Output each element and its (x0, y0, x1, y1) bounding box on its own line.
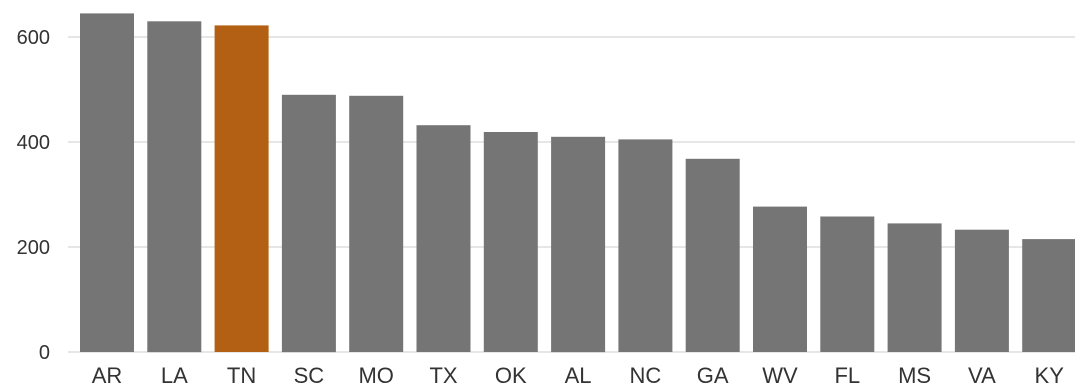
x-tick-label-mo: MO (358, 363, 393, 388)
x-tick-label-ky: KY (1035, 363, 1065, 388)
y-tick-label: 0 (39, 342, 50, 364)
bar-sc (281, 94, 336, 353)
bar-ga (685, 158, 740, 352)
bars (80, 13, 1075, 353)
bar-tn (214, 25, 269, 353)
x-tick-label-sc: SC (294, 363, 325, 388)
bar-ok (483, 132, 538, 352)
x-tick-label-va: VA (968, 363, 996, 388)
x-tick-label-ar: AR (92, 363, 123, 388)
bar-fl (820, 216, 875, 352)
x-tick-label-nc: NC (630, 363, 662, 388)
bar-wv (753, 206, 807, 352)
x-axis-tick-labels: AR LA TN SC MO TX OK AL NC GA WV FL MS VA KY (92, 363, 1064, 388)
bar-va (954, 229, 1009, 352)
y-axis-tick-labels: 0 200 400 600 (17, 27, 50, 364)
bar-ky (1022, 239, 1075, 352)
x-tick-label-tn: TN (227, 363, 256, 388)
x-tick-label-fl: FL (834, 363, 860, 388)
x-tick-label-ok: OK (495, 363, 527, 388)
bar-la (147, 21, 202, 353)
x-tick-label-la: LA (161, 363, 188, 388)
y-tick-label: 600 (17, 27, 50, 49)
x-tick-label-wv: WV (762, 363, 798, 388)
x-tick-label-ms: MS (898, 363, 931, 388)
x-tick-label-tx: TX (429, 363, 457, 388)
bar-ar (80, 13, 134, 353)
bar-al (551, 136, 606, 353)
x-tick-label-ga: GA (697, 363, 729, 388)
y-tick-label: 200 (17, 237, 50, 259)
bar-ms (887, 223, 942, 352)
y-tick-label: 400 (17, 132, 50, 154)
x-tick-label-al: AL (565, 363, 592, 388)
bar-mo (349, 95, 404, 353)
bar-tx (416, 125, 471, 352)
bar-nc (618, 139, 673, 352)
